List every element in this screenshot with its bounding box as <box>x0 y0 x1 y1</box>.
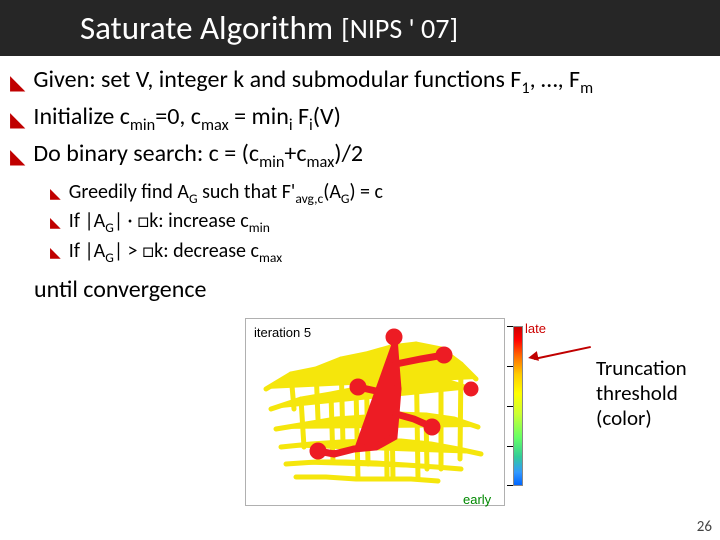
sub-bullet-decrease: ◣ If |AG| > □k: decrease cmax <box>50 238 710 267</box>
colorbar-label-late: late <box>525 321 546 336</box>
bullet-icon: ◣ <box>10 70 25 96</box>
colorbar <box>513 326 523 486</box>
sub-bullet-list: ◣ Greedily find AG such that F'avg,c(AG)… <box>50 179 710 267</box>
until-convergence: until convergence <box>34 275 710 304</box>
bullet-binary-search: ◣ Do binary search: c = (cmin+cmax)/2 <box>10 138 710 173</box>
bullet-icon: ◣ <box>10 144 25 170</box>
bullet-given: ◣ Given: set V, integer k and submodular… <box>10 64 710 99</box>
colorbar-label-early: early <box>463 492 491 507</box>
annotation-text: Truncation threshold (color) <box>596 356 687 432</box>
bullet-icon: ◣ <box>50 244 61 263</box>
bullet-icon: ◣ <box>50 185 61 204</box>
colorbar-tick <box>507 406 513 407</box>
annotation-line: (color) <box>596 406 687 431</box>
title-bar: Saturate Algorithm [NIPS ' 07] <box>0 0 720 56</box>
figure-area: iteration 5 <box>245 318 545 513</box>
bullet-text: Do binary search: c = (cmin+cmax)/2 <box>33 138 363 173</box>
content-area: ◣ Given: set V, integer k and submodular… <box>0 56 720 304</box>
colorbar-tick <box>507 366 513 367</box>
colorbar-tick <box>507 446 513 447</box>
slide-citation: [NIPS ' 07] <box>341 11 458 46</box>
bullet-icon: ◣ <box>10 107 25 133</box>
network-svg <box>246 319 506 507</box>
annotation-line: threshold <box>596 381 687 406</box>
sub-bullet-text: Greedily find AG such that F'avg,c(AG) =… <box>69 179 383 208</box>
slide-number: 26 <box>697 518 712 536</box>
colorbar-tick <box>507 326 513 327</box>
sub-bullet-greedy: ◣ Greedily find AG such that F'avg,c(AG)… <box>50 179 710 208</box>
sub-bullet-text: If |AG| · □k: increase cmin <box>69 208 270 237</box>
network-plot: iteration 5 <box>245 318 505 506</box>
colorbar-tick <box>507 485 513 486</box>
bullet-text: Initialize cmin=0, cmax = mini Fi(V) <box>33 101 341 136</box>
sub-bullet-text: If |AG| > □k: decrease cmax <box>69 238 282 267</box>
annotation-arrow-head-icon <box>527 351 539 363</box>
iteration-label: iteration 5 <box>254 325 311 340</box>
bullet-text: Given: set V, integer k and submodular f… <box>33 64 593 99</box>
bullet-initialize: ◣ Initialize cmin=0, cmax = mini Fi(V) <box>10 101 710 136</box>
annotation-line: Truncation <box>596 356 687 381</box>
sub-bullet-increase: ◣ If |AG| · □k: increase cmin <box>50 208 710 237</box>
slide-title: Saturate Algorithm <box>80 8 333 48</box>
bullet-icon: ◣ <box>50 214 61 233</box>
